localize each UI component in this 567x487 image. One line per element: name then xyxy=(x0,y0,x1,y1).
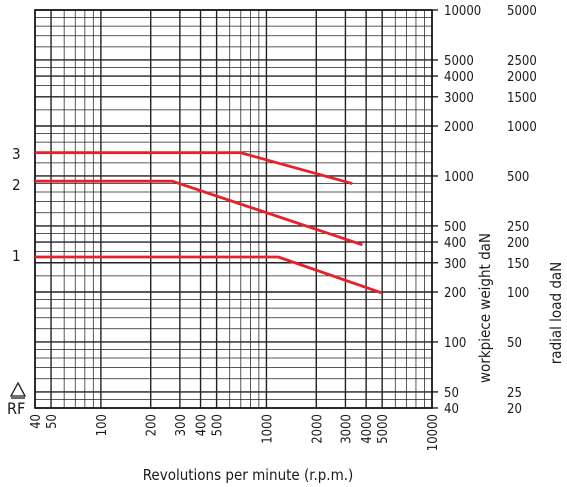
x-tick-label: 10000 xyxy=(426,414,441,451)
y2-axis-title: radial load daN xyxy=(547,262,565,365)
y-tick-label: 200 xyxy=(444,286,466,301)
y-tick-label: 100 xyxy=(444,336,466,351)
y-tick-label: 40 xyxy=(444,402,459,417)
x-tick-label: 50 xyxy=(45,414,60,429)
y2-tick-label: 1000 xyxy=(507,120,537,135)
y2-tick-label: 50 xyxy=(507,336,522,351)
plot-frame xyxy=(34,9,433,409)
series-line-3 xyxy=(35,151,353,185)
row-label-1: 1 xyxy=(12,247,21,265)
x-tick-label: 40 xyxy=(29,414,44,429)
y-axis-title: workpiece weight daN xyxy=(476,233,494,383)
x-tick-label: 1000 xyxy=(260,414,275,444)
row-label-2: 2 xyxy=(12,176,21,194)
y2-tick-label: 500 xyxy=(507,170,529,185)
y-tick-label: 50 xyxy=(444,386,459,401)
y2-tick-label: 150 xyxy=(507,257,529,272)
x-tick-label: 300 xyxy=(174,414,189,436)
y2-tick-label: 2000 xyxy=(507,70,537,85)
row-label-3: 3 xyxy=(12,145,21,163)
x-tick-label: 500 xyxy=(211,414,226,436)
y-tick-label: 2000 xyxy=(444,120,474,135)
x-tick-label: 200 xyxy=(145,414,160,436)
x-axis-title: Revolutions per minute (r.p.m.) xyxy=(143,466,354,484)
tick-labels: 40 50 100 200 300 400 500 1000 2000 3000 4000 5000 1… xyxy=(29,4,537,451)
y2-tick-label: 1500 xyxy=(507,91,537,106)
y2-tick-label: 200 xyxy=(507,236,529,251)
x-tick-label: 2000 xyxy=(310,414,325,444)
y-tick-label: 4000 xyxy=(444,70,474,85)
y2-tick-label: 5000 xyxy=(507,4,537,19)
y-tick-label: 500 xyxy=(444,220,466,235)
y2-tick-label: 100 xyxy=(507,286,529,301)
series-line-2 xyxy=(35,179,363,247)
grid xyxy=(34,9,438,409)
y-tick-label: 1000 xyxy=(444,170,474,185)
rf-label: RF xyxy=(7,399,25,418)
y2-tick-label: 20 xyxy=(507,402,522,417)
series-layer xyxy=(35,151,383,295)
y-tick-label: 3000 xyxy=(444,91,474,106)
rf-triangle-icon xyxy=(9,381,27,397)
y-tick-label: 400 xyxy=(444,236,466,251)
series-line-1 xyxy=(35,255,383,295)
y-tick-label: 5000 xyxy=(444,54,474,69)
x-tick-label: 5000 xyxy=(376,414,391,444)
x-tick-label: 100 xyxy=(95,414,110,436)
x-tick-label: 3000 xyxy=(339,414,354,444)
x-tick-label: 400 xyxy=(195,414,210,436)
y2-tick-label: 25 xyxy=(507,386,522,401)
y2-tick-label: 250 xyxy=(507,220,529,235)
x-tick-label: 4000 xyxy=(360,414,375,444)
y-tick-label: 10000 xyxy=(444,4,481,19)
y2-tick-label: 2500 xyxy=(507,54,537,69)
y-tick-label: 300 xyxy=(444,257,466,272)
